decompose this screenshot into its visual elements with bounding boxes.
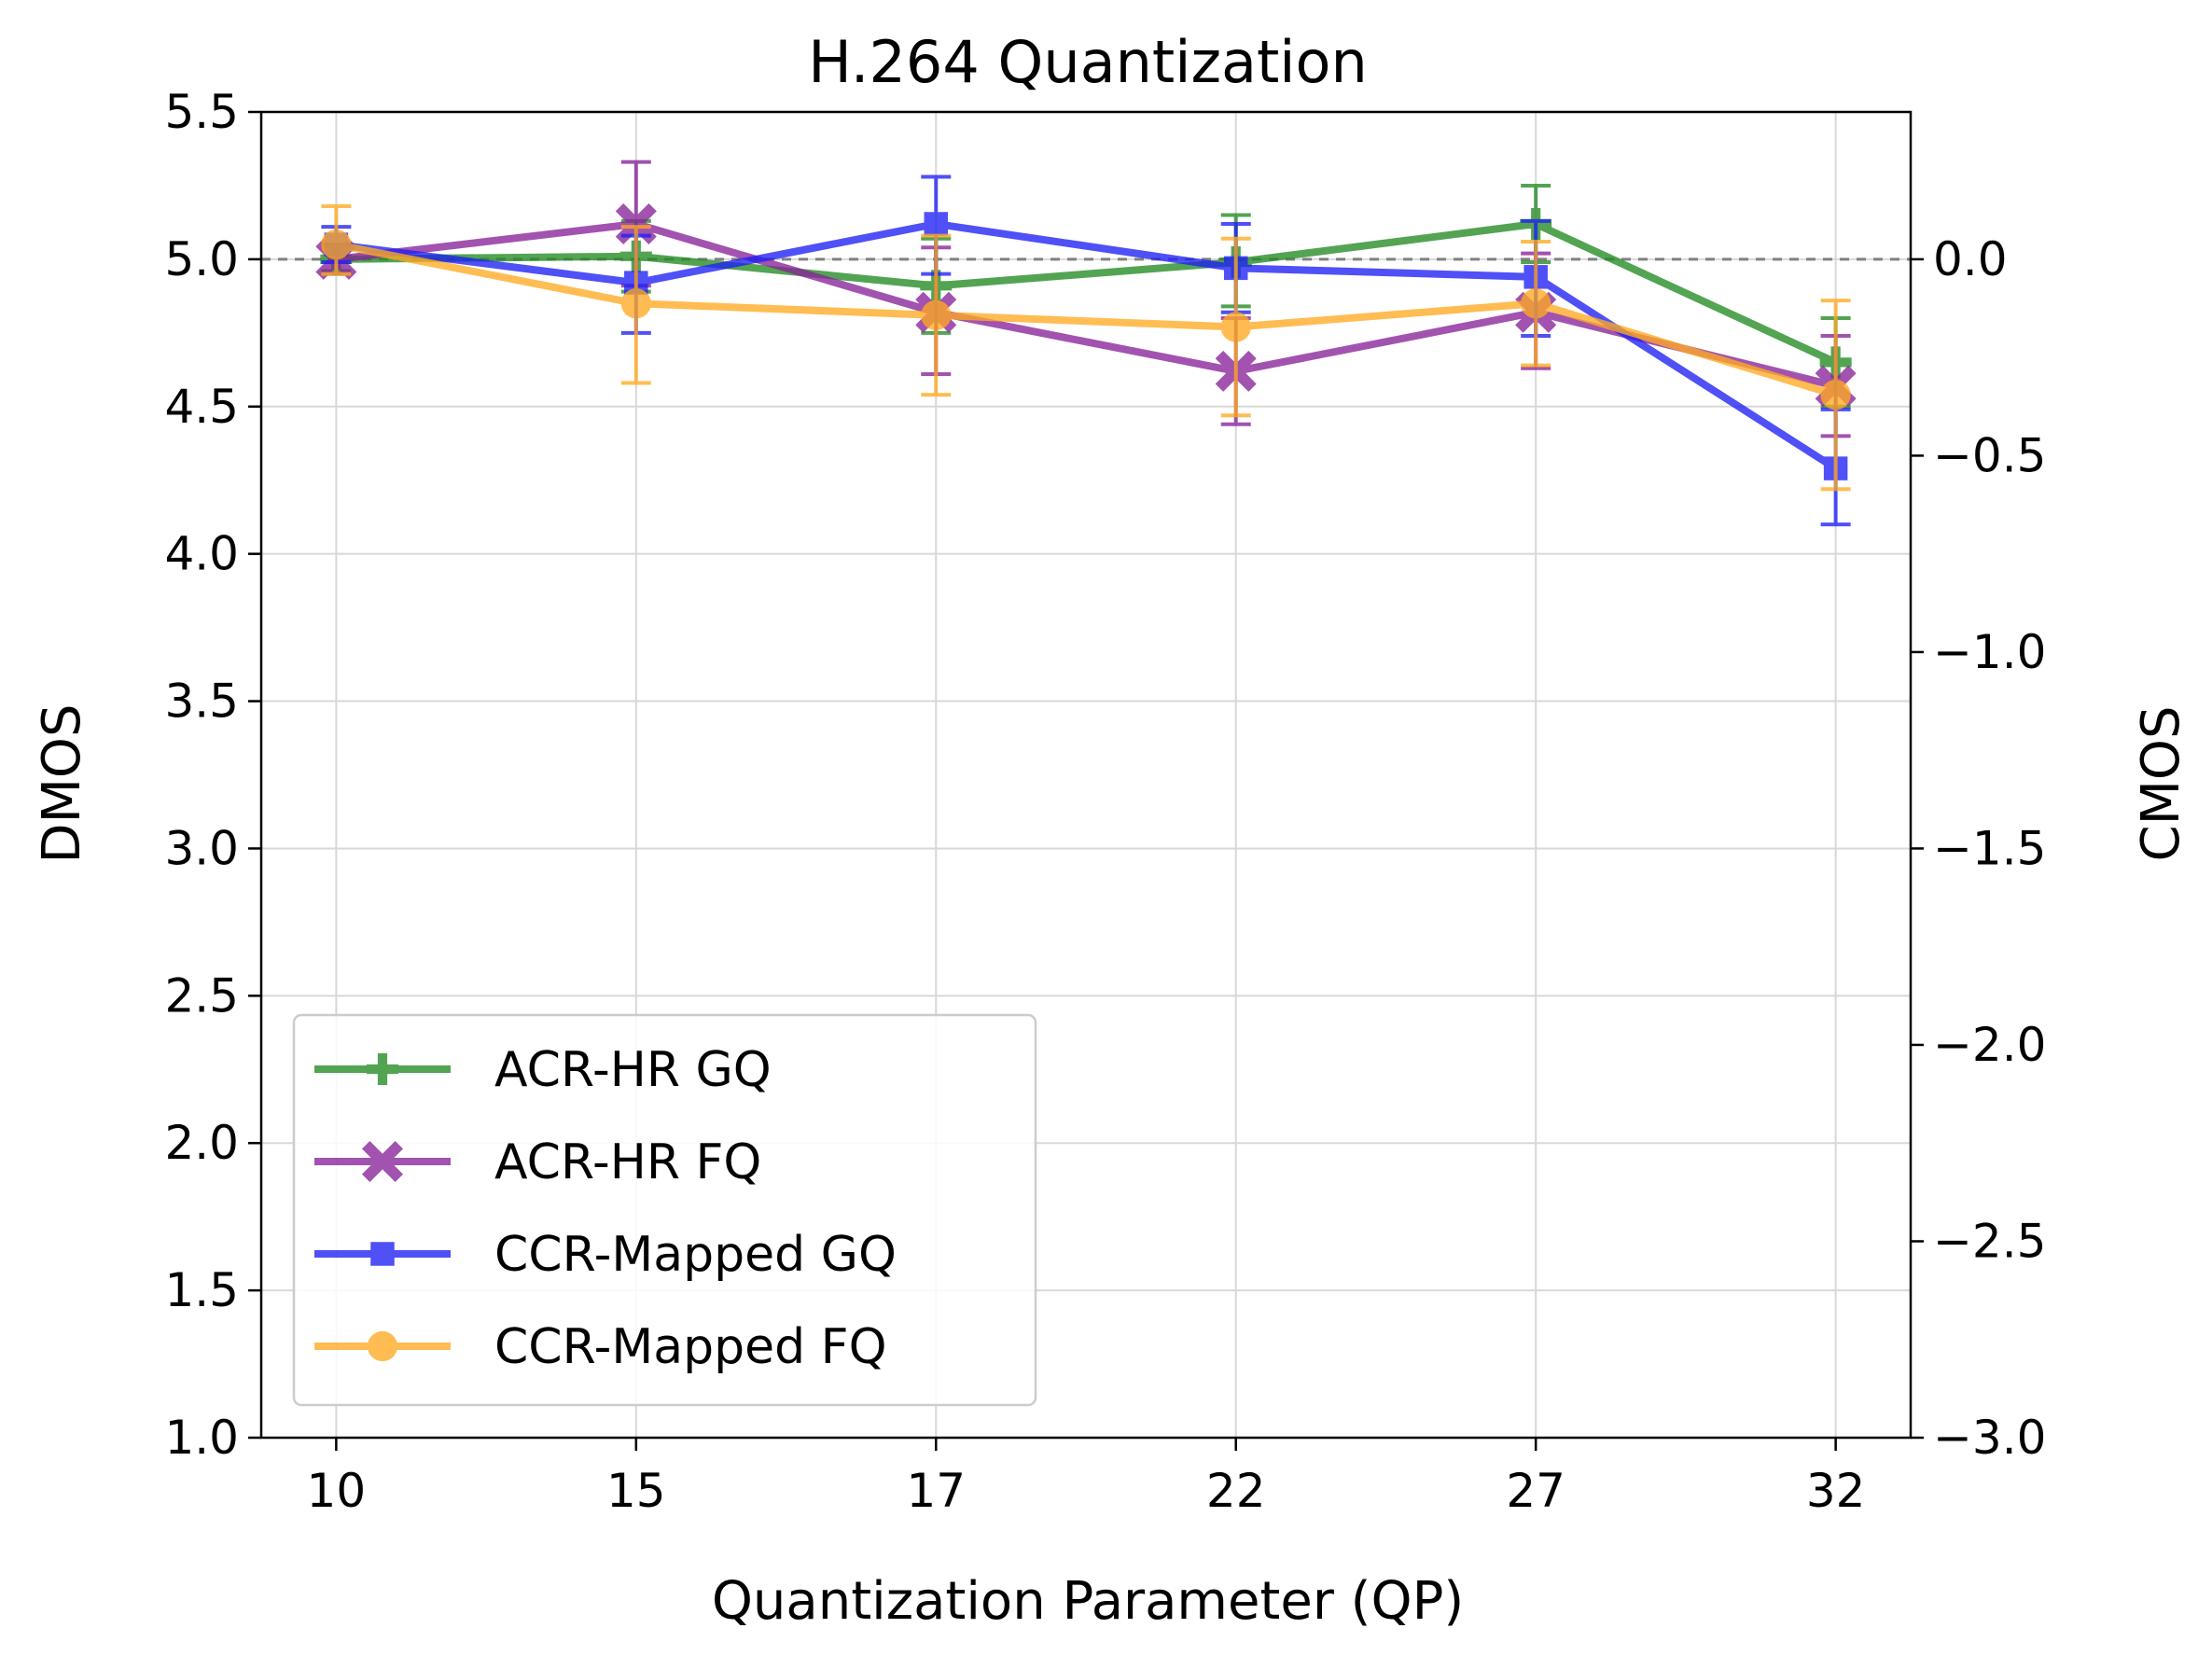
series-line — [335, 241, 1837, 398]
y-tick-label-right: −3.0 — [1933, 1411, 2046, 1465]
x-tick-label: 10 — [307, 1464, 367, 1518]
y-axis-title-left: DMOS — [32, 703, 92, 863]
y-tick-label-right: −1.5 — [1933, 821, 2046, 875]
legend-entry — [314, 1242, 451, 1266]
legend-box — [292, 1013, 1037, 1407]
marker-x — [615, 202, 657, 245]
y-tick-label-left: 1.0 — [164, 1411, 239, 1465]
y-tick-label-right: −2.5 — [1933, 1214, 2046, 1268]
y-axis-title-right: CMOS — [2131, 705, 2191, 861]
y-tick-label-right: 0.0 — [1933, 232, 2008, 286]
y-tick-label-left: 3.5 — [164, 675, 239, 729]
series-line — [335, 219, 1838, 472]
marker-plus — [367, 1053, 398, 1085]
series-line — [335, 219, 1837, 390]
y-tick-label-left: 5.0 — [164, 232, 239, 286]
legend-label: CCR-Mapped GQ — [494, 1227, 897, 1283]
marker-circle — [1220, 312, 1251, 342]
legend-entry — [314, 1053, 451, 1085]
y-axis-right: 0.0 −0.5 −1.0 −1.5 −2.0 −2.5 −3.0 — [1911, 232, 2046, 1465]
chart-title: H.264 Quantization — [808, 28, 1368, 96]
y-tick-label-left: 2.5 — [164, 968, 239, 1023]
marker-circle — [1820, 379, 1851, 411]
marker-circle — [620, 288, 651, 319]
y-tick-label-left: 2.0 — [164, 1116, 239, 1170]
legend: ACR-HR GQ ACR-HR FQ CCR-Mapped GQ CCR-Mappe… — [292, 1013, 1037, 1407]
marker-x — [361, 1140, 404, 1183]
y-tick-label-left: 3.0 — [164, 821, 239, 875]
x-axis: 10 15 17 22 27 32 — [307, 1438, 1866, 1518]
legend-label: ACR-HR GQ — [494, 1042, 772, 1098]
x-tick-label: 32 — [1806, 1464, 1866, 1518]
legend-entry — [314, 1140, 451, 1183]
x-tick-label: 22 — [1206, 1464, 1266, 1518]
plot-frame — [259, 110, 1913, 1440]
y-tick-label-left: 4.0 — [164, 527, 239, 581]
y-tick-label-right: −2.0 — [1933, 1018, 2046, 1072]
marker-circle — [1521, 288, 1551, 319]
marker-square — [370, 1242, 395, 1266]
series-layer — [315, 160, 1857, 527]
x-tick-label: 15 — [606, 1464, 666, 1518]
marker-circle — [367, 1330, 398, 1362]
x-axis-title: Quantization Parameter (QP) — [712, 1571, 1464, 1632]
series-ccr-mapped-fq — [321, 204, 1851, 492]
y-axis-left: 1.0 1.5 2.0 2.5 3.0 3.5 4.0 4.5 5.0 5.5 — [164, 85, 261, 1465]
y-tick-label-left: 1.5 — [164, 1263, 239, 1317]
series-line — [336, 219, 1838, 367]
legend-label: ACR-HR FQ — [494, 1134, 761, 1190]
y-tick-label-right: −0.5 — [1933, 428, 2046, 482]
legend-entry — [314, 1330, 451, 1362]
marker-square — [924, 212, 949, 236]
x-tick-label: 27 — [1506, 1464, 1565, 1518]
y-tick-label-right: −1.0 — [1933, 625, 2046, 679]
y-tick-label-left: 4.5 — [164, 380, 239, 434]
legend-label: CCR-Mapped FQ — [494, 1319, 887, 1375]
y-tick-label-left: 5.5 — [164, 85, 239, 139]
x-tick-label: 17 — [906, 1464, 966, 1518]
marker-circle — [321, 229, 352, 260]
marker-circle — [921, 299, 952, 331]
